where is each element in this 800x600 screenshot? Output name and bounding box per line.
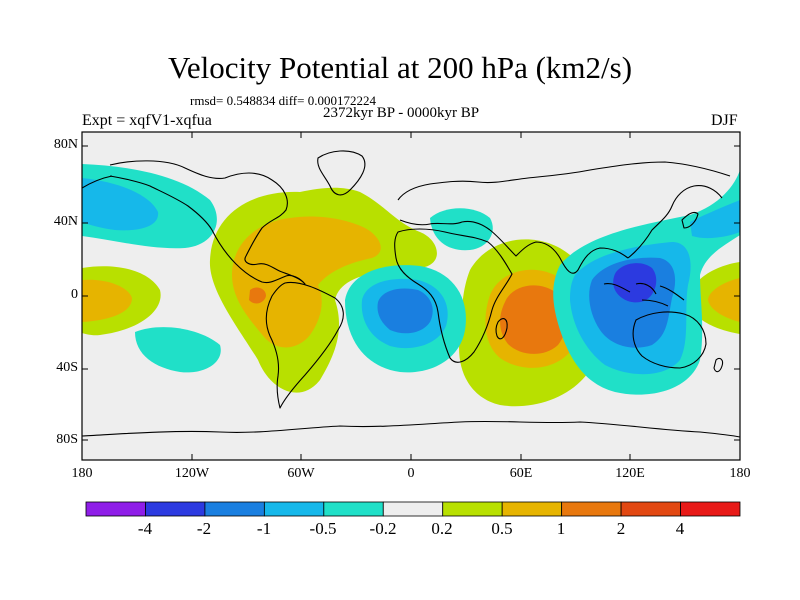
- lon-label-120w: 120W: [174, 466, 210, 481]
- colorbar-label: -4: [137, 519, 153, 538]
- coast-australia: [632, 311, 707, 369]
- lat-label-40s: 40S: [56, 360, 78, 375]
- colorbar-label: 0.2: [431, 519, 453, 538]
- lon-label-60w: 60W: [287, 466, 315, 481]
- colorbar-swatch: [561, 501, 622, 517]
- colorbar: [85, 501, 741, 517]
- colorbar-label: 4: [675, 519, 685, 538]
- lon-label-120e: 120E: [615, 466, 645, 481]
- colorbar-label: 2: [616, 519, 626, 538]
- axis-ticks: [82, 132, 740, 460]
- contour-north-atlantic-lightblue: [82, 178, 159, 231]
- coast-alaska: [82, 175, 113, 189]
- coast-japan: [681, 211, 699, 229]
- coast-arabia-india: [489, 229, 629, 274]
- lon-label-60e: 60E: [509, 466, 533, 481]
- lat-label-80s: 80S: [56, 432, 78, 447]
- colorbar-label: 1: [556, 519, 566, 538]
- colorbar-label: -1: [256, 519, 272, 538]
- coast-north-america: [109, 160, 306, 285]
- coast-east-asia: [627, 185, 723, 259]
- contour-africa-darkorange: [500, 285, 567, 354]
- colorbar-swatch: [323, 501, 384, 517]
- colorbar-swatch: [204, 501, 265, 517]
- experiment-label: Expt = xqfV1-xqfua: [82, 112, 212, 129]
- colorbar-swatch: [263, 501, 325, 517]
- coast-antarctica: [82, 420, 740, 438]
- coast-indonesia: [603, 282, 685, 307]
- contour-eastpacific-orange: [708, 278, 740, 322]
- colorbar-swatch: [501, 501, 563, 517]
- coast-greenland: [317, 150, 366, 196]
- colorbar-label: -0.2: [369, 519, 397, 538]
- colorbar-label: 0.5: [491, 519, 513, 538]
- contour-indopacific-darkblue: [613, 263, 657, 303]
- coastlines: [82, 150, 740, 438]
- colorbar-swatch: [680, 501, 741, 517]
- coast-europe: [397, 161, 731, 201]
- contour-pacific-orange: [82, 279, 132, 322]
- lon-label-0: 0: [407, 466, 415, 481]
- coast-south-america: [265, 281, 344, 409]
- contour-northpacific-lightblue: [690, 200, 740, 239]
- lon-label-180-east: 180: [729, 466, 751, 481]
- colorbar-swatch: [442, 501, 503, 517]
- stats-text: rmsd= 0.548834 diff= 0.000172224: [190, 93, 376, 108]
- season-label: DJF: [711, 112, 738, 129]
- contour-americas-darkorange: [249, 287, 266, 304]
- contour-southpacific-negative: [135, 327, 221, 373]
- contour-field: [82, 164, 740, 407]
- colorbar-swatch: [145, 501, 206, 517]
- period-label: 2372kyr BP - 0000kyr BP: [323, 105, 480, 121]
- lon-label-180-west: 180: [71, 466, 93, 481]
- coast-madagascar: [495, 318, 508, 340]
- contour-atlantic-blue: [377, 288, 433, 334]
- colorbar-label: -2: [196, 519, 212, 538]
- colorbar-label: -0.5: [309, 519, 337, 538]
- colorbar-swatch: [620, 501, 681, 517]
- coast-mediterranean: [399, 219, 491, 231]
- contour-americas-orange: [232, 216, 381, 348]
- coast-africa: [394, 228, 513, 363]
- lat-label-0: 0: [71, 287, 78, 302]
- lat-label-80n: 80N: [53, 137, 78, 152]
- colorbar-swatch: [382, 501, 444, 517]
- lat-label-40n: 40N: [53, 214, 78, 229]
- contour-mideast-negative: [430, 208, 493, 251]
- coast-new-zealand: [713, 357, 724, 373]
- colorbar-swatch: [85, 501, 146, 517]
- plot-title: Velocity Potential at 200 hPa (km2/s): [167, 50, 633, 85]
